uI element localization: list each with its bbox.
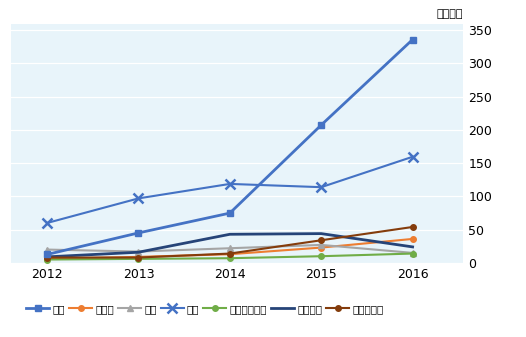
- 中国: [409, 37, 416, 41]
- オランダ: [227, 232, 233, 236]
- ドイツ: [227, 252, 233, 256]
- オランダ: [44, 255, 50, 259]
- ノルウェー: [44, 255, 50, 259]
- Line: オランダ: オランダ: [47, 234, 412, 257]
- Line: 中国: 中国: [44, 36, 416, 258]
- オランダ: [135, 250, 141, 254]
- Text: （千台）: （千台）: [437, 9, 463, 19]
- スウェーデン: [227, 256, 233, 260]
- 米国: [227, 182, 233, 186]
- ドイツ: [44, 257, 50, 261]
- オランダ: [318, 232, 325, 236]
- オランダ: [409, 245, 416, 249]
- 日本: [409, 251, 416, 255]
- 中国: [135, 231, 141, 235]
- ノルウェー: [318, 238, 325, 242]
- 日本: [135, 249, 141, 253]
- 中国: [318, 123, 325, 127]
- ドイツ: [135, 255, 141, 259]
- ドイツ: [318, 246, 325, 250]
- スウェーデン: [44, 257, 50, 262]
- 中国: [227, 211, 233, 215]
- 日本: [318, 243, 325, 247]
- 米国: [44, 221, 50, 225]
- ノルウェー: [135, 255, 141, 259]
- スウェーデン: [318, 254, 325, 258]
- Line: スウェーデン: スウェーデン: [44, 251, 416, 262]
- Legend: 中国, ドイツ, 日本, 米国, スウェーデン, オランダ, ノルウェー: 中国, ドイツ, 日本, 米国, スウェーデン, オランダ, ノルウェー: [26, 304, 383, 314]
- 日本: [227, 246, 233, 250]
- ノルウェー: [227, 251, 233, 255]
- Line: 日本: 日本: [44, 242, 416, 256]
- スウェーデン: [409, 251, 416, 255]
- Line: ノルウェー: ノルウェー: [44, 224, 416, 260]
- Line: 米国: 米国: [42, 152, 418, 228]
- ノルウェー: [409, 225, 416, 229]
- ドイツ: [409, 237, 416, 241]
- 米国: [318, 185, 325, 189]
- 米国: [135, 196, 141, 201]
- 中国: [44, 252, 50, 256]
- 米国: [409, 155, 416, 159]
- 日本: [44, 248, 50, 252]
- Line: ドイツ: ドイツ: [44, 236, 416, 262]
- スウェーデン: [135, 257, 141, 261]
